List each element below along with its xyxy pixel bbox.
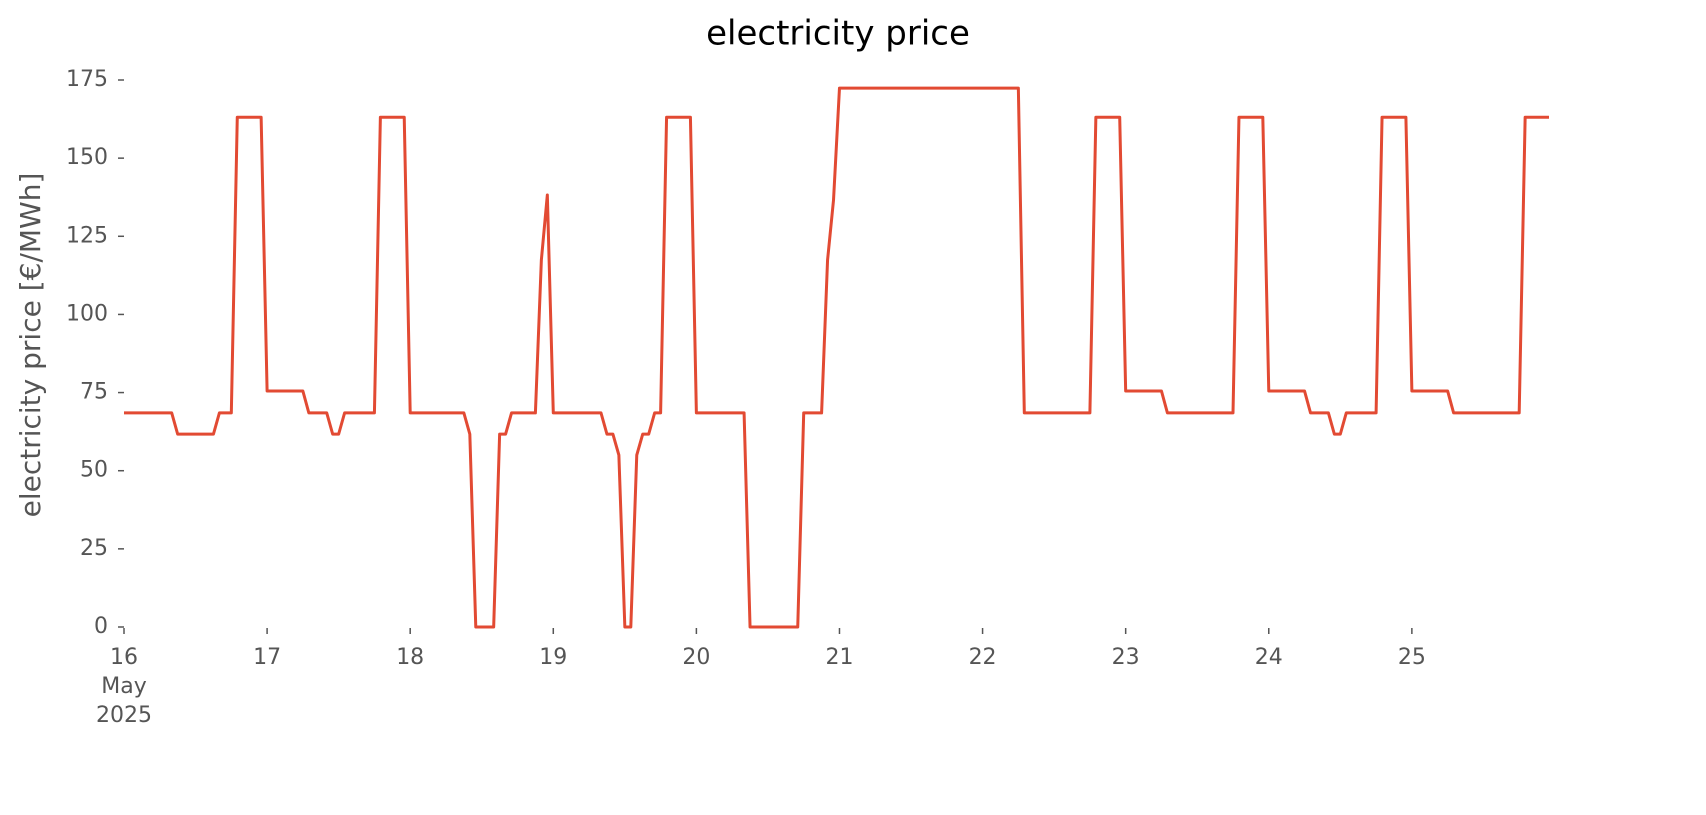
y-tick-label: 25	[80, 536, 108, 561]
chart-title: electricity price	[706, 14, 970, 54]
x-tick-label: 19	[539, 645, 567, 670]
x-tick-label: 24	[1255, 645, 1283, 670]
y-tick-label: 175	[66, 67, 108, 92]
x-tick-label: 17	[253, 645, 281, 670]
x-tick-label: 16 May 2025	[96, 645, 152, 728]
x-tick-label: 21	[825, 645, 853, 670]
y-tick-label: 0	[94, 614, 108, 639]
x-tick-label: 22	[969, 645, 997, 670]
price-line	[124, 86, 1549, 629]
x-tick-label: 23	[1112, 645, 1140, 670]
y-axis-label: electricity price [€/MWh]	[14, 173, 47, 518]
x-tick-label: 20	[682, 645, 710, 670]
x-tick-label: 18	[396, 645, 424, 670]
y-tick-label: 150	[66, 145, 108, 170]
y-tick-label: 75	[80, 380, 108, 405]
y-tick-label: 125	[66, 223, 108, 248]
y-tick-label: 100	[66, 301, 108, 326]
x-tick-label: 25	[1398, 645, 1426, 670]
y-tick-label: 50	[80, 458, 108, 483]
